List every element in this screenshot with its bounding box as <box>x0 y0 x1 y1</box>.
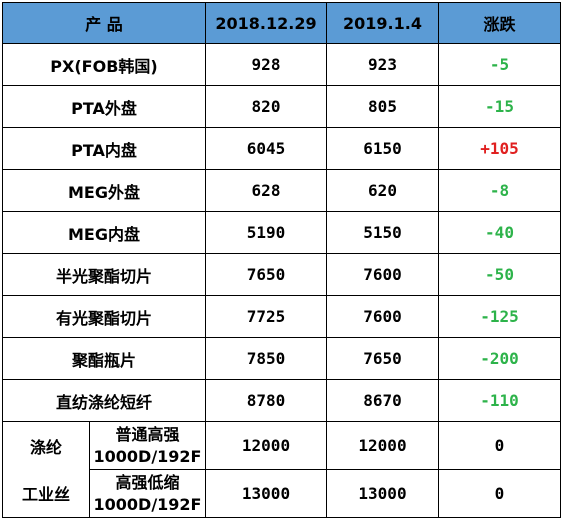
price-date-1: 6045 <box>205 127 327 170</box>
header-date-2: 2019.1.4 <box>326 2 439 44</box>
price-change: -8 <box>438 169 561 212</box>
price-date-2: 7600 <box>326 295 439 338</box>
table-row: PX(FOB韩国) 928 923 -5 <box>2 43 561 86</box>
product-name: PX(FOB韩国) <box>2 43 206 86</box>
table-row: MEG内盘 5190 5150 -40 <box>2 211 561 254</box>
price-date-2: 5150 <box>326 211 439 254</box>
price-change: -5 <box>438 43 561 86</box>
price-date-2: 923 <box>326 43 439 86</box>
price-date-1: 7850 <box>205 337 327 380</box>
price-date-1: 13000 <box>205 469 327 518</box>
product-name: 半光聚酯切片 <box>2 253 206 296</box>
table-row: 聚酯瓶片 7850 7650 -200 <box>2 337 561 380</box>
product-type: 高强低缩 1000D/192F <box>89 469 206 518</box>
price-date-2: 13000 <box>326 469 439 518</box>
product-type-spec: 1000D/192F <box>93 494 202 514</box>
price-date-1: 12000 <box>205 421 327 470</box>
header-change: 涨跌 <box>438 2 561 44</box>
product-name: MEG内盘 <box>2 211 206 254</box>
product-type-name: 普通高强 <box>115 424 180 444</box>
price-date-2: 805 <box>326 85 439 128</box>
product-type: 普通高强 1000D/192F <box>89 421 206 470</box>
price-date-2: 7650 <box>326 337 439 380</box>
table-row: MEG外盘 628 620 -8 <box>2 169 561 212</box>
price-change: -15 <box>438 85 561 128</box>
table-row: 直纺涤纶短纤 8780 8670 -110 <box>2 379 561 422</box>
product-type-name: 高强低缩 <box>115 472 180 492</box>
product-name: PTA外盘 <box>2 85 206 128</box>
table-row: PTA内盘 6045 6150 +105 <box>2 127 561 170</box>
header-row: 产 品 2018.12.29 2019.1.4 涨跌 <box>2 2 561 44</box>
product-name: 有光聚酯切片 <box>2 295 206 338</box>
price-date-1: 820 <box>205 85 327 128</box>
product-name: MEG外盘 <box>2 169 206 212</box>
price-date-1: 5190 <box>205 211 327 254</box>
price-date-2: 12000 <box>326 421 439 470</box>
price-date-2: 6150 <box>326 127 439 170</box>
price-change: -50 <box>438 253 561 296</box>
header-date-1: 2018.12.29 <box>205 2 327 44</box>
price-date-1: 628 <box>205 169 327 212</box>
table-row: 涤纶 普通高强 1000D/192F 12000 12000 0 <box>2 421 561 470</box>
product-type-spec: 1000D/192F <box>93 446 202 466</box>
price-date-2: 7600 <box>326 253 439 296</box>
price-date-1: 928 <box>205 43 327 86</box>
group-label-polyester: 涤纶 <box>2 421 90 470</box>
product-name: 直纺涤纶短纤 <box>2 379 206 422</box>
price-change: -110 <box>438 379 561 422</box>
price-change: -125 <box>438 295 561 338</box>
price-change: +105 <box>438 127 561 170</box>
price-date-1: 8780 <box>205 379 327 422</box>
product-name: 聚酯瓶片 <box>2 337 206 380</box>
group-label-industrial-yarn: 工业丝 <box>2 469 90 518</box>
price-date-2: 620 <box>326 169 439 212</box>
table-row: 有光聚酯切片 7725 7600 -125 <box>2 295 561 338</box>
price-date-1: 7725 <box>205 295 327 338</box>
price-date-2: 8670 <box>326 379 439 422</box>
price-date-1: 7650 <box>205 253 327 296</box>
price-change: 0 <box>438 421 561 470</box>
table-row: 半光聚酯切片 7650 7600 -50 <box>2 253 561 296</box>
header-product: 产 品 <box>2 2 206 44</box>
table-row: PTA外盘 820 805 -15 <box>2 85 561 128</box>
product-name: PTA内盘 <box>2 127 206 170</box>
price-change: -200 <box>438 337 561 380</box>
price-table: 产 品 2018.12.29 2019.1.4 涨跌 PX(FOB韩国) 928… <box>2 2 561 518</box>
price-change: -40 <box>438 211 561 254</box>
table-row: 工业丝 高强低缩 1000D/192F 13000 13000 0 <box>2 469 561 518</box>
price-change: 0 <box>438 469 561 518</box>
